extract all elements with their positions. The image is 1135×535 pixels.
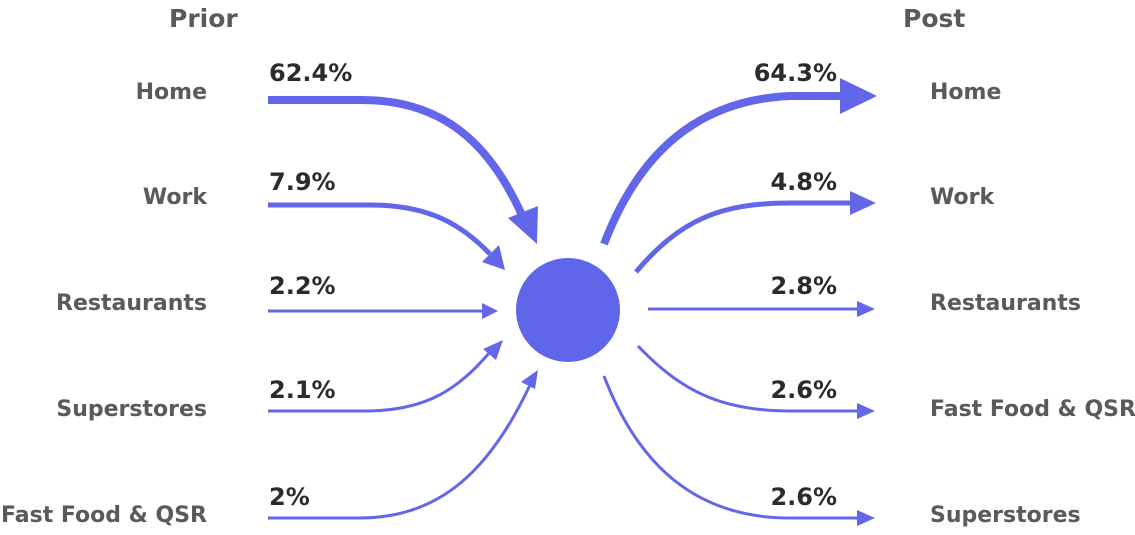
- prior-arrow-home: [268, 96, 538, 244]
- post-percent-home: 64.3%: [753, 59, 837, 87]
- prior-arrow-fastfood: [268, 370, 538, 520]
- prior-percent-home: 62.4%: [269, 59, 353, 87]
- prior-label-work: Work: [142, 185, 207, 210]
- post-percent-restaurants: 2.8%: [770, 272, 837, 300]
- prior-percent-work: 7.9%: [269, 168, 336, 196]
- post-percent-work: 4.8%: [770, 168, 837, 196]
- prior-percent-superstores: 2.1%: [269, 376, 336, 404]
- post-arrow-fastfood: [636, 344, 875, 419]
- post-arrow-restaurants: [648, 301, 875, 317]
- prior-label-restaurants: Restaurants: [56, 291, 207, 316]
- post-percent-superstores: 2.6%: [770, 483, 837, 511]
- post-heading: Post: [903, 4, 966, 33]
- prior-percent-fastfood: 2%: [269, 483, 310, 511]
- prior-label-fastfood: Fast Food & QSR: [1, 503, 207, 528]
- post-label-home: Home: [930, 80, 1002, 105]
- post-label-work: Work: [930, 185, 995, 210]
- post-label-fastfood: Fast Food & QSR: [930, 397, 1135, 422]
- prior-arrow-work: [268, 202, 505, 270]
- post-percent-fastfood: 2.6%: [770, 376, 837, 404]
- prior-heading: Prior: [169, 4, 238, 33]
- post-arrow-work: [634, 191, 876, 274]
- prior-label-home: Home: [135, 80, 207, 105]
- prior-arrow-superstores: [268, 340, 503, 413]
- prior-label-superstores: Superstores: [56, 397, 207, 422]
- post-label-superstores: Superstores: [930, 503, 1081, 528]
- post-label-restaurants: Restaurants: [930, 291, 1081, 316]
- post-arrow-superstores: [602, 375, 875, 526]
- hub-circle: [516, 258, 620, 362]
- post-arrow-home: [600, 78, 877, 246]
- prior-arrow-restaurants: [268, 303, 498, 319]
- prior-percent-restaurants: 2.2%: [269, 272, 336, 300]
